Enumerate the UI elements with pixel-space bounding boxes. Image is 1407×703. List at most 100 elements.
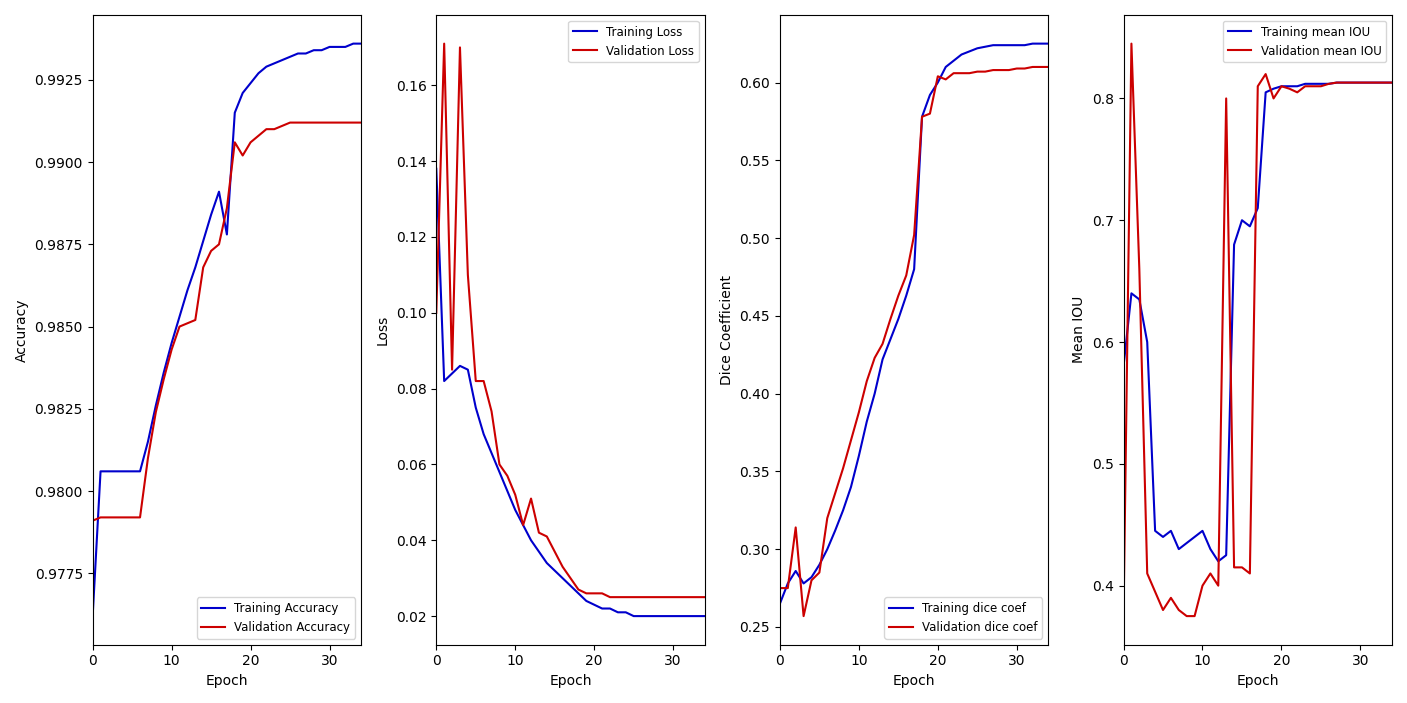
Training mean IOU xyxy=(1147,527,1164,535)
Validation mean IOU xyxy=(1352,78,1369,86)
Validation dice coef xyxy=(803,576,820,584)
Validation Accuracy xyxy=(242,138,259,146)
Training Accuracy xyxy=(163,339,180,347)
Training mean IOU xyxy=(1320,79,1337,88)
Training Loss xyxy=(483,449,499,457)
Training mean IOU xyxy=(1280,82,1297,91)
Training Loss xyxy=(436,377,453,385)
Validation dice coef xyxy=(834,464,851,472)
Training Loss xyxy=(554,574,571,582)
Validation Loss xyxy=(443,366,460,374)
Validation Accuracy xyxy=(108,513,125,522)
Validation Accuracy xyxy=(305,118,322,127)
Training Accuracy xyxy=(345,39,362,48)
Validation Loss xyxy=(673,593,689,601)
Validation mean IOU xyxy=(1178,612,1195,620)
Validation Loss xyxy=(530,529,547,537)
Validation Accuracy xyxy=(203,247,219,255)
Y-axis label: Mean IOU: Mean IOU xyxy=(1072,296,1086,363)
Validation mean IOU xyxy=(1147,588,1164,596)
Validation Loss xyxy=(467,377,484,385)
Validation mean IOU xyxy=(1131,265,1148,273)
Y-axis label: Loss: Loss xyxy=(376,315,390,345)
Training Accuracy xyxy=(179,286,196,295)
Training dice coef xyxy=(867,389,884,398)
Validation Accuracy xyxy=(321,118,338,127)
Training Loss xyxy=(657,612,674,620)
Validation dice coef xyxy=(819,514,836,522)
Training dice coef xyxy=(834,506,851,515)
Validation Loss xyxy=(499,472,516,480)
Validation dice coef xyxy=(850,408,867,417)
Validation dice coef xyxy=(795,612,812,620)
Validation dice coef xyxy=(930,72,947,81)
Line: Validation Accuracy: Validation Accuracy xyxy=(93,122,362,521)
Validation Loss xyxy=(436,39,453,48)
Validation dice coef xyxy=(788,523,805,531)
Validation mean IOU xyxy=(1116,612,1133,620)
Training Accuracy xyxy=(172,312,189,321)
Validation Accuracy xyxy=(274,122,291,130)
Training mean IOU xyxy=(1352,78,1369,86)
Training Accuracy xyxy=(329,43,346,51)
Training Loss xyxy=(609,608,626,617)
Validation Accuracy xyxy=(353,118,370,127)
Training dice coef xyxy=(985,41,1002,49)
X-axis label: Epoch: Epoch xyxy=(893,674,936,688)
Validation mean IOU xyxy=(1217,94,1234,103)
Training Accuracy xyxy=(336,43,353,51)
Validation Accuracy xyxy=(266,125,283,134)
Validation mean IOU xyxy=(1344,78,1361,86)
Y-axis label: Accuracy: Accuracy xyxy=(15,298,30,361)
Training mean IOU xyxy=(1210,557,1227,565)
Validation mean IOU xyxy=(1361,78,1377,86)
Training mean IOU xyxy=(1361,78,1377,86)
Validation dice coef xyxy=(992,66,1009,75)
Training Accuracy xyxy=(108,467,125,475)
Validation dice coef xyxy=(779,584,796,593)
Training mean IOU xyxy=(1225,240,1242,249)
Validation mean IOU xyxy=(1210,581,1227,590)
Validation Loss xyxy=(539,532,556,541)
Validation Accuracy xyxy=(163,345,180,354)
Validation Accuracy xyxy=(336,118,353,127)
Training Accuracy xyxy=(211,188,228,196)
Validation Loss xyxy=(594,589,611,598)
Training Accuracy xyxy=(115,467,132,475)
Training Accuracy xyxy=(203,210,219,219)
Training dice coef xyxy=(1000,41,1017,49)
Validation mean IOU xyxy=(1273,82,1290,91)
Training dice coef xyxy=(913,112,930,121)
Training mean IOU xyxy=(1289,82,1306,91)
Validation Loss xyxy=(428,309,445,317)
Training dice coef xyxy=(795,579,812,588)
Validation dice coef xyxy=(969,67,986,76)
Training Loss xyxy=(499,486,516,495)
Legend: Training Loss, Validation Loss: Training Loss, Validation Loss xyxy=(568,21,699,63)
Training mean IOU xyxy=(1162,527,1179,535)
Validation mean IOU xyxy=(1202,569,1218,578)
Validation Loss xyxy=(681,593,698,601)
Validation Accuracy xyxy=(139,454,156,463)
Training dice coef xyxy=(961,47,978,56)
Validation Loss xyxy=(578,589,595,598)
Validation dice coef xyxy=(1009,64,1026,72)
Validation Loss xyxy=(546,548,563,556)
Training Loss xyxy=(452,361,469,370)
Training mean IOU xyxy=(1273,82,1290,91)
Training mean IOU xyxy=(1337,78,1354,86)
Training Loss xyxy=(561,581,578,590)
Validation Loss xyxy=(554,562,571,571)
Validation dice coef xyxy=(961,69,978,77)
Line: Validation dice coef: Validation dice coef xyxy=(779,67,1048,616)
Validation mean IOU xyxy=(1234,563,1251,572)
Validation Accuracy xyxy=(84,517,101,525)
Validation mean IOU xyxy=(1328,78,1345,86)
Training mean IOU xyxy=(1241,222,1258,231)
Training Accuracy xyxy=(100,467,117,475)
Training mean IOU xyxy=(1123,289,1140,297)
Training Loss xyxy=(618,608,635,617)
Training mean IOU xyxy=(1304,79,1321,88)
Validation Accuracy xyxy=(155,375,172,383)
Validation dice coef xyxy=(946,69,962,77)
